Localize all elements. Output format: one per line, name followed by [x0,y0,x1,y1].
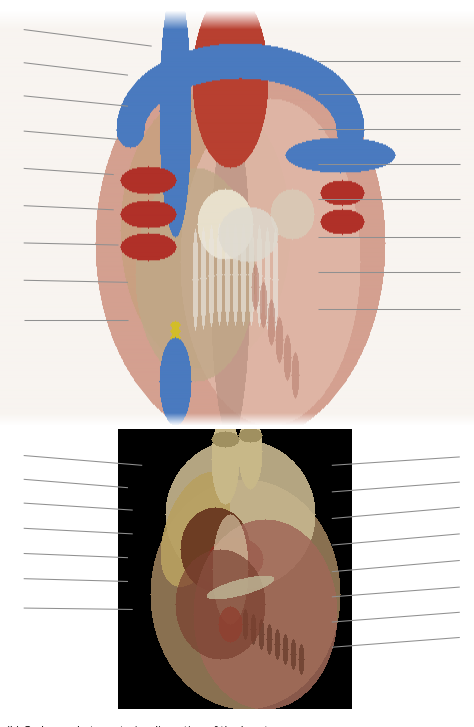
Text: (b) Cadaver photo, anterior dissection of the heart: (b) Cadaver photo, anterior dissection o… [5,726,267,727]
Text: (a) Anterior dissection of the heart: (a) Anterior dissection of the heart [5,444,184,454]
